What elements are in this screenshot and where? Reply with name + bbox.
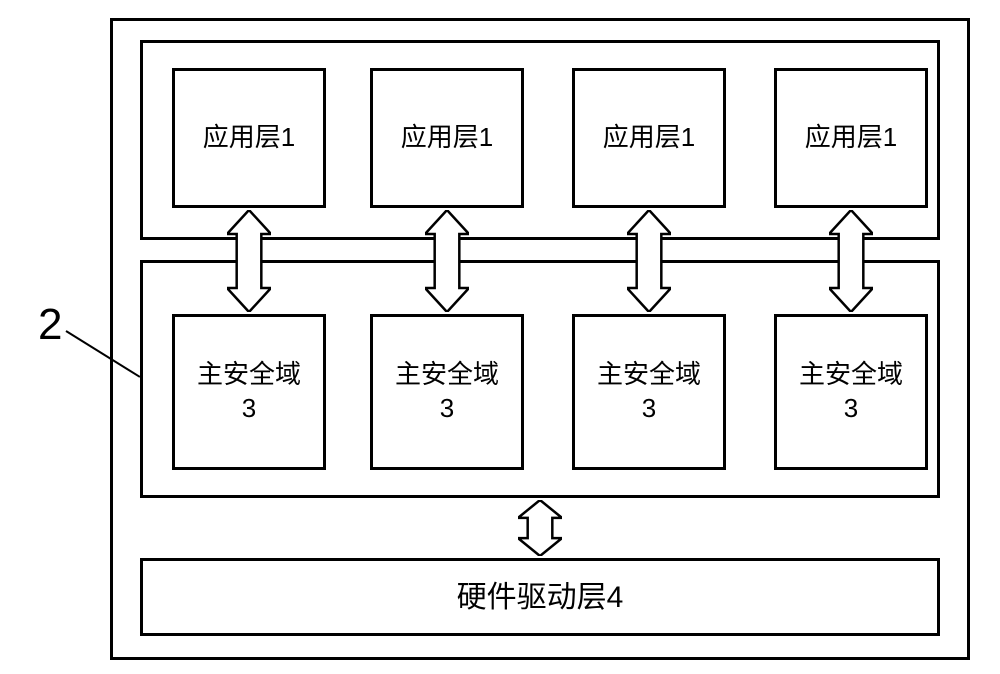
- mid-node-label: 主安全域 3: [799, 358, 903, 426]
- top-node: 应用层1: [572, 68, 726, 208]
- mid-node: 主安全域 3: [774, 314, 928, 470]
- bottom-node: 硬件驱动层4: [140, 558, 940, 636]
- top-node: 应用层1: [172, 68, 326, 208]
- arrow-mid-bottom: [518, 500, 562, 556]
- mid-node: 主安全域 3: [172, 314, 326, 470]
- top-node: 应用层1: [774, 68, 928, 208]
- top-node-label: 应用层1: [401, 121, 493, 155]
- mid-node: 主安全域 3: [370, 314, 524, 470]
- mid-node: 主安全域 3: [572, 314, 726, 470]
- top-node-label: 应用层1: [603, 121, 695, 155]
- mid-node-label: 主安全域 3: [197, 358, 301, 426]
- callout-label: 2: [38, 300, 62, 350]
- top-node: 应用层1: [370, 68, 524, 208]
- top-node-label: 应用层1: [805, 121, 897, 155]
- arrow-top-mid: [829, 210, 873, 312]
- arrow-top-mid: [227, 210, 271, 312]
- arrow-top-mid: [627, 210, 671, 312]
- bottom-node-label: 硬件驱动层4: [457, 578, 624, 617]
- mid-node-label: 主安全域 3: [395, 358, 499, 426]
- arrow-top-mid: [425, 210, 469, 312]
- mid-node-label: 主安全域 3: [597, 358, 701, 426]
- top-node-label: 应用层1: [203, 121, 295, 155]
